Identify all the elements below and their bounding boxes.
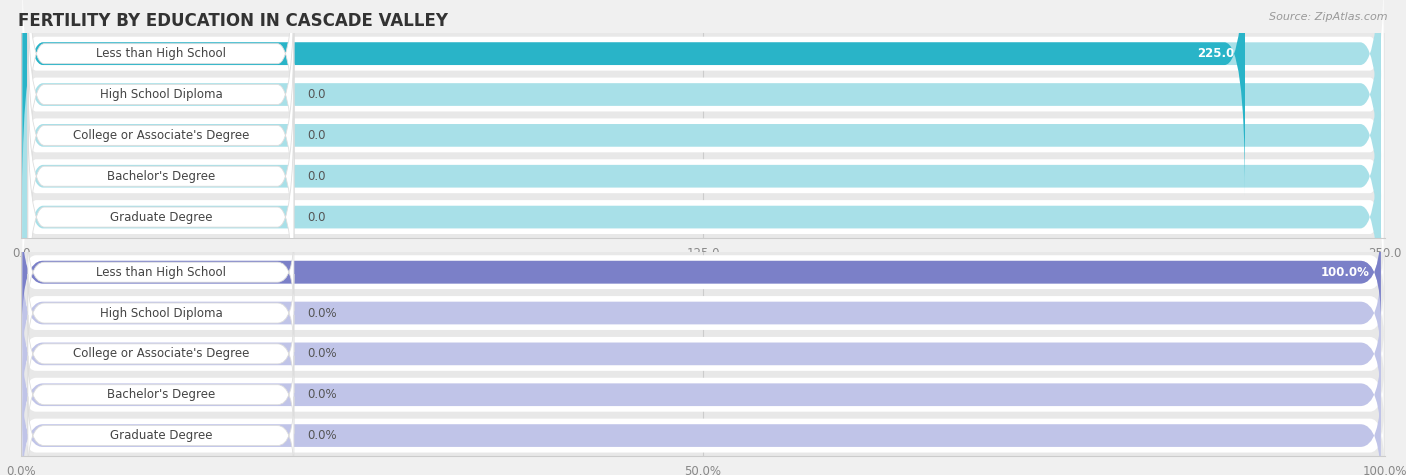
FancyBboxPatch shape [22, 386, 1381, 475]
Text: 0.0%: 0.0% [308, 306, 337, 320]
FancyBboxPatch shape [22, 248, 1384, 296]
Text: 0.0: 0.0 [308, 210, 326, 224]
FancyBboxPatch shape [22, 345, 1381, 445]
FancyBboxPatch shape [22, 222, 1381, 322]
Text: Graduate Degree: Graduate Degree [110, 210, 212, 224]
Text: 225.0: 225.0 [1197, 47, 1234, 60]
Text: College or Associate's Degree: College or Associate's Degree [73, 347, 249, 361]
FancyBboxPatch shape [28, 397, 294, 475]
FancyBboxPatch shape [22, 330, 1384, 378]
Text: Source: ZipAtlas.com: Source: ZipAtlas.com [1270, 12, 1388, 22]
Text: 0.0%: 0.0% [308, 429, 337, 442]
Text: 0.0%: 0.0% [308, 388, 337, 401]
FancyBboxPatch shape [22, 222, 1381, 322]
Text: Bachelor's Degree: Bachelor's Degree [107, 170, 215, 183]
FancyBboxPatch shape [22, 91, 1384, 261]
Text: Less than High School: Less than High School [96, 266, 226, 279]
FancyBboxPatch shape [22, 34, 1381, 318]
FancyBboxPatch shape [22, 0, 1381, 237]
FancyBboxPatch shape [22, 304, 1381, 404]
FancyBboxPatch shape [22, 289, 1384, 337]
FancyBboxPatch shape [22, 10, 1384, 180]
FancyBboxPatch shape [28, 23, 294, 248]
Text: FERTILITY BY EDUCATION IN CASCADE VALLEY: FERTILITY BY EDUCATION IN CASCADE VALLEY [18, 12, 449, 30]
Text: 100.0%: 100.0% [1322, 266, 1369, 279]
FancyBboxPatch shape [28, 233, 294, 311]
Text: College or Associate's Degree: College or Associate's Degree [73, 129, 249, 142]
Text: Bachelor's Degree: Bachelor's Degree [107, 388, 215, 401]
Text: 0.0: 0.0 [308, 170, 326, 183]
FancyBboxPatch shape [22, 132, 1384, 302]
FancyBboxPatch shape [28, 0, 294, 207]
FancyBboxPatch shape [22, 412, 1384, 459]
FancyBboxPatch shape [22, 0, 1244, 196]
FancyBboxPatch shape [28, 64, 294, 289]
FancyBboxPatch shape [28, 315, 294, 393]
FancyBboxPatch shape [22, 50, 1384, 220]
FancyBboxPatch shape [28, 356, 294, 434]
Text: Less than High School: Less than High School [96, 47, 226, 60]
Text: 0.0%: 0.0% [308, 347, 337, 361]
Text: High School Diploma: High School Diploma [100, 306, 222, 320]
Text: Graduate Degree: Graduate Degree [110, 429, 212, 442]
FancyBboxPatch shape [22, 0, 1384, 139]
FancyBboxPatch shape [22, 263, 1381, 363]
FancyBboxPatch shape [28, 104, 294, 330]
Text: High School Diploma: High School Diploma [100, 88, 222, 101]
FancyBboxPatch shape [22, 0, 1381, 277]
FancyBboxPatch shape [28, 0, 294, 166]
FancyBboxPatch shape [28, 274, 294, 352]
FancyBboxPatch shape [22, 371, 1384, 418]
Text: 0.0: 0.0 [308, 88, 326, 101]
Text: 0.0: 0.0 [308, 129, 326, 142]
FancyBboxPatch shape [22, 0, 1381, 196]
FancyBboxPatch shape [22, 75, 1381, 359]
